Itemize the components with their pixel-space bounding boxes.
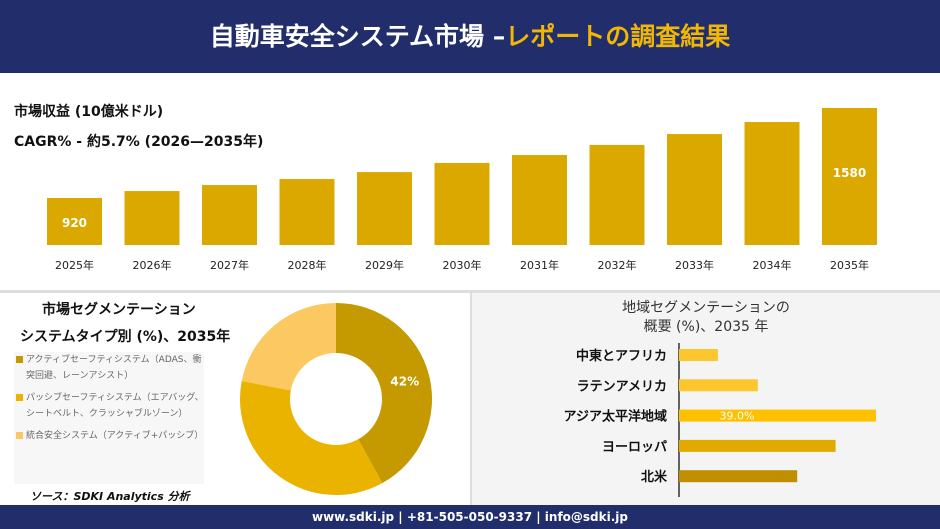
year-tick-label: 2033年	[675, 258, 714, 272]
revenue-bar	[744, 122, 800, 245]
region-bar	[679, 379, 758, 392]
revenue-bar	[279, 179, 335, 245]
bar-data-label: 920	[62, 216, 87, 230]
donut-slice	[240, 381, 383, 495]
bar-data-label: 1580	[833, 166, 866, 180]
revenue-bar	[47, 198, 102, 245]
year-tick-label: 2030年	[443, 258, 482, 272]
cagr-label: CAGR% - 約5.7% (2026—2035年)	[14, 134, 264, 150]
revenue-label: 市場収益 (10億米ドル)	[14, 104, 164, 120]
header-title: 自動車安全システム市場 –レポートの調査結果	[0, 0, 940, 73]
year-tick-label: 2035年	[830, 258, 869, 272]
legend-item: 統合安全システム（アクティブ+パッシブ）	[14, 428, 204, 444]
region-subtitle: 概要 (%)、2035 年	[643, 319, 769, 335]
year-tick-label: 2026年	[133, 258, 172, 272]
legend-swatch	[16, 432, 23, 439]
region-title: 地域セグメンテーションの	[622, 300, 790, 316]
donut-slice	[336, 303, 432, 484]
legend-swatch	[16, 356, 23, 363]
region-label: ヨーロッパ	[602, 440, 667, 455]
region-bar	[679, 349, 718, 361]
year-tick-label: 2029年	[365, 258, 404, 272]
title-accent: レポートの調査結果	[505, 22, 731, 51]
region-label: 中東とアフリカ	[576, 348, 667, 364]
year-tick-label: 2028年	[288, 258, 327, 272]
region-bar	[679, 409, 876, 422]
legend-label: 統合安全システム（アクティブ+パッシブ）	[26, 431, 204, 441]
divider	[0, 290, 940, 293]
region-data-label: 39.0%	[720, 410, 755, 423]
legend-label: パッシブセーフティシステム（エアバッグ、シートベルト、クラッシャブルゾーン）	[26, 393, 204, 419]
region-bar	[679, 470, 798, 483]
title-main: 自動車安全システム市場 –	[209, 22, 506, 51]
system-type-donut: 42%	[240, 303, 432, 495]
year-tick-label: 2027年	[210, 258, 249, 272]
region-label: 北米	[641, 469, 668, 485]
revenue-bar	[202, 185, 257, 245]
revenue-bar	[822, 108, 877, 245]
segment-subtitle: システムタイプ別 (%)、2035年	[20, 329, 231, 345]
year-tick-label: 2025年	[55, 258, 94, 272]
legend-swatch	[16, 394, 23, 401]
revenue-bar	[512, 155, 567, 245]
revenue-bar	[434, 162, 490, 245]
year-tick-label: 2032年	[598, 258, 637, 272]
revenue-bar	[124, 191, 180, 245]
year-tick-label: 2031年	[520, 258, 559, 272]
revenue-panel: 市場収益 (10億米ドル) CAGR% - 約5.7% (2026—2035年)…	[0, 73, 940, 290]
revenue-bar	[357, 172, 412, 245]
source-note: ソース：SDKI Analytics 分析	[30, 490, 190, 503]
legend-label: アクティブセーフティシステム（ADAS、衝突回避、レーンアシスト）	[26, 355, 202, 381]
slice-data-label: 42%	[390, 374, 419, 388]
donut-legend: アクティブセーフティシステム（ADAS、衝突回避、レーンアシスト） パッシブセー…	[14, 352, 204, 484]
revenue-bar	[667, 134, 722, 245]
region-bar	[679, 439, 836, 452]
year-tick-label: 2034年	[753, 258, 792, 272]
donut-slice	[241, 303, 336, 391]
footer-contact: www.sdki.jp | +81-505-050-9337 | info@sd…	[0, 505, 940, 529]
segment-title: 市場セグメンテーション	[42, 302, 196, 318]
revenue-bar-chart: 2025年 920 2026年 2027年 2028年 2029年 2030年 2031年 20…	[47, 108, 877, 272]
region-panel: 地域セグメンテーションの 概要 (%)、2035 年 中東とアフリカ ラテンアメリ…	[470, 293, 940, 505]
region-label: アジア太平洋地域	[564, 409, 667, 425]
legend-item: アクティブセーフティシステム（ADAS、衝突回避、レーンアシスト）	[14, 352, 204, 384]
legend-item: パッシブセーフティシステム（エアバッグ、シートベルト、クラッシャブルゾーン）	[14, 390, 204, 422]
revenue-bar	[589, 144, 645, 245]
region-label: ラテンアメリカ	[577, 379, 667, 394]
